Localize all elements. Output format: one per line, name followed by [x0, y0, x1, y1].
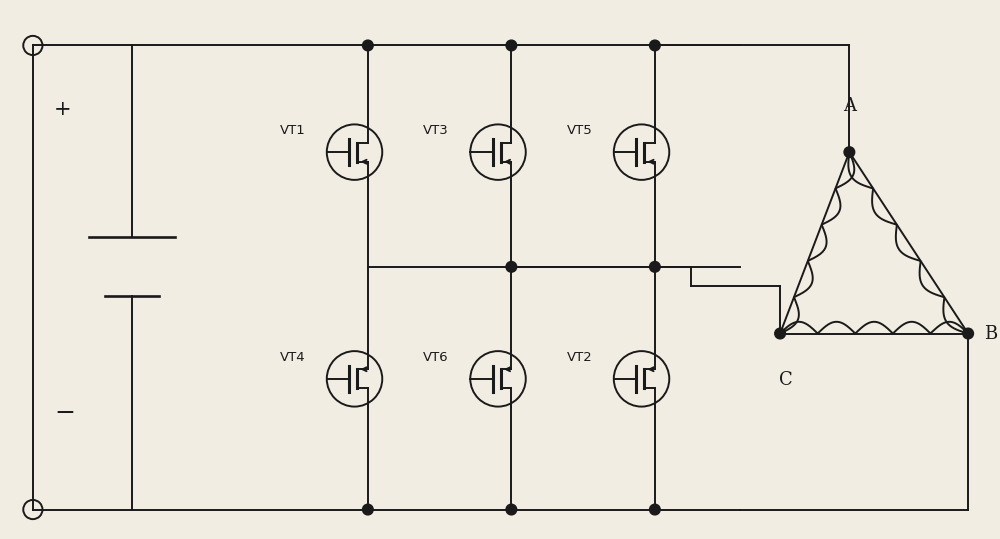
Text: VT3: VT3	[423, 125, 449, 137]
Circle shape	[963, 328, 973, 339]
Circle shape	[650, 40, 660, 51]
Text: VT5: VT5	[567, 125, 592, 137]
Text: VT2: VT2	[567, 351, 592, 364]
Circle shape	[775, 328, 785, 339]
Circle shape	[363, 40, 373, 51]
Circle shape	[650, 261, 660, 272]
Circle shape	[363, 504, 373, 515]
Text: B: B	[984, 324, 997, 342]
Text: +: +	[54, 100, 72, 119]
Circle shape	[506, 504, 517, 515]
Circle shape	[650, 504, 660, 515]
Text: C: C	[779, 371, 792, 389]
Text: VT1: VT1	[280, 125, 305, 137]
Text: VT6: VT6	[423, 351, 449, 364]
Circle shape	[506, 40, 517, 51]
Text: VT4: VT4	[280, 351, 305, 364]
Text: A: A	[843, 97, 856, 115]
Text: −: −	[54, 402, 75, 425]
Circle shape	[844, 147, 855, 157]
Circle shape	[506, 261, 517, 272]
